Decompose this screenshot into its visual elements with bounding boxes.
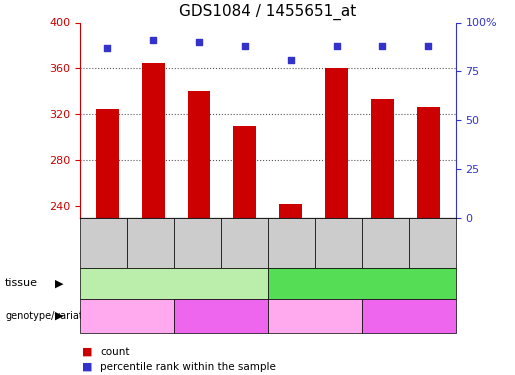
Point <box>287 57 295 63</box>
Text: homozygous dlx1/2
mutant: homozygous dlx1/2 mutant <box>185 310 256 322</box>
Bar <box>96 108 119 217</box>
Text: ■: ■ <box>82 347 93 357</box>
Bar <box>142 63 165 217</box>
Text: ■: ■ <box>82 362 93 372</box>
Text: GSM38974: GSM38974 <box>99 218 108 267</box>
Text: GSM38981: GSM38981 <box>428 218 437 267</box>
Text: heterozygous dlx1/2
mutant: heterozygous dlx1/2 mutant <box>278 310 352 322</box>
Text: ▶: ▶ <box>55 279 63 288</box>
Point <box>103 45 111 51</box>
Point <box>241 43 249 49</box>
Bar <box>233 126 256 218</box>
Text: basal ganglion: basal ganglion <box>133 279 215 288</box>
Title: GDS1084 / 1455651_at: GDS1084 / 1455651_at <box>179 3 356 20</box>
Text: homozygous dlx1/2
mutant: homozygous dlx1/2 mutant <box>373 310 444 322</box>
Point <box>379 43 387 49</box>
Text: ▶: ▶ <box>55 311 63 321</box>
Text: tissue: tissue <box>5 279 38 288</box>
Bar <box>371 99 394 218</box>
Text: genotype/variation: genotype/variation <box>5 311 98 321</box>
Text: GSM38980: GSM38980 <box>381 218 390 267</box>
Point <box>149 37 157 43</box>
Text: cortex: cortex <box>344 279 380 288</box>
Bar <box>187 92 211 218</box>
Point <box>424 43 433 49</box>
Text: GSM38978: GSM38978 <box>287 218 296 267</box>
Text: heterozygous dlx1/2
mutant: heterozygous dlx1/2 mutant <box>90 310 164 322</box>
Text: percentile rank within the sample: percentile rank within the sample <box>100 362 277 372</box>
Bar <box>279 204 302 218</box>
Text: GSM38975: GSM38975 <box>146 218 155 267</box>
Point <box>333 43 341 49</box>
Text: GSM38979: GSM38979 <box>334 218 343 267</box>
Bar <box>417 107 440 218</box>
Text: GSM38977: GSM38977 <box>240 218 249 267</box>
Text: GSM38976: GSM38976 <box>193 218 202 267</box>
Point <box>195 39 203 45</box>
Bar <box>325 68 348 218</box>
Text: count: count <box>100 347 130 357</box>
